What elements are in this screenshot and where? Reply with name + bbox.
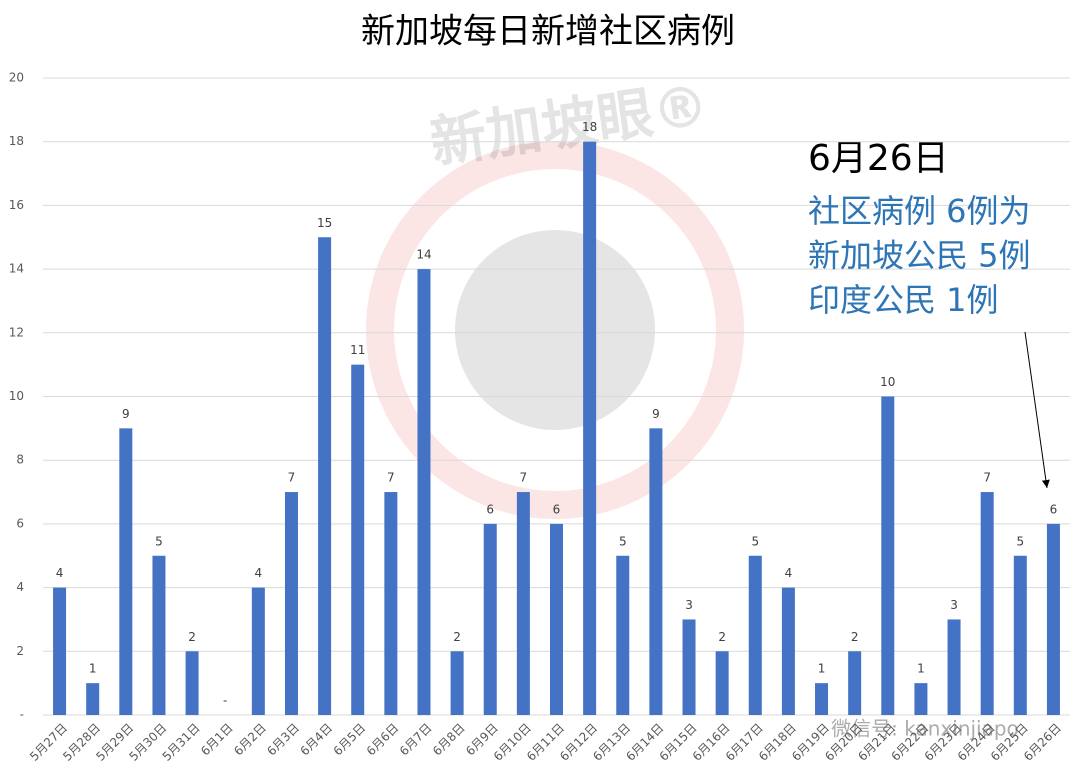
watermark-ring [366,141,744,519]
annotation-line: 新加坡公民 5例 [808,237,1031,275]
data-label: 3 [685,598,693,612]
bar [682,619,696,715]
y-tick-label: 10 [9,389,24,403]
data-label: 9 [652,407,660,421]
data-label: 9 [122,407,130,421]
bar [748,555,762,715]
data-label: 7 [983,471,991,485]
bar [914,683,928,715]
x-tick-label: 6月6日 [364,721,402,759]
data-label: 1 [818,662,826,676]
bar [516,492,530,715]
bar [715,651,729,715]
y-tick-label: 2 [16,644,24,658]
annotation-title: 6月26日 [808,138,949,179]
data-label: 4 [56,566,64,580]
annotation-line: 社区病例 6例为 [808,192,1031,230]
bar [450,651,464,715]
bar [848,651,862,715]
bar [815,683,829,715]
data-label: 7 [288,471,296,485]
bar [881,396,895,715]
x-tick-label: 6月8日 [430,721,468,759]
data-label: 2 [453,630,461,644]
data-label: 4 [785,566,793,580]
bar [616,555,630,715]
bar [417,269,431,715]
y-tick-label: - [20,708,24,722]
y-tick-label: 18 [9,134,24,148]
y-tick-label: 20 [9,71,24,85]
data-label: 5 [619,534,627,548]
data-label: 1 [917,662,925,676]
bar [384,492,398,715]
data-label: 14 [416,248,431,262]
bar [284,492,298,715]
x-tick-label: 6月2日 [231,721,269,759]
data-label: - [223,694,227,708]
data-label: 11 [350,343,365,357]
x-tick-label: 6月7日 [397,721,435,759]
watermark-wechat: 微信号: kanxinjiapo [831,717,1019,741]
data-label: 7 [520,471,528,485]
bar [53,587,67,715]
data-label: 6 [553,502,561,516]
y-tick-label: 6 [16,516,24,530]
annotation-arrow [1024,331,1050,489]
data-label: 2 [851,630,859,644]
data-label: 1 [89,662,97,676]
bar [185,651,199,715]
data-label: 5 [1016,534,1024,548]
bar [152,555,166,715]
x-tick-label: 6月3日 [264,721,302,759]
data-label: 15 [317,216,332,230]
data-label: 2 [718,630,726,644]
annotation-line: 印度公民 1例 [808,281,999,319]
bar [781,587,795,715]
watermark-logo [366,141,744,519]
data-label: 5 [155,534,163,548]
y-tick-label: 16 [9,198,24,212]
bar [649,428,663,715]
data-label: 2 [188,630,196,644]
y-tick-label: 14 [9,262,24,276]
x-tick-label: 6月4日 [298,721,336,759]
data-label: 3 [950,598,958,612]
data-label: 4 [255,566,263,580]
x-tick-label: 6月1日 [198,721,236,759]
watermark-disc [455,230,655,430]
data-label: 6 [486,502,494,516]
data-label: 10 [880,375,895,389]
bar [86,683,100,715]
bar [550,523,563,715]
data-label: 7 [387,471,395,485]
x-tick-label: 6月5日 [331,721,369,759]
data-label: 6 [1050,502,1058,516]
chart-title: 新加坡每日新增社区病例 [361,12,735,52]
bar [1013,555,1027,715]
y-tick-label: 8 [16,453,24,467]
bar [1046,523,1060,715]
bar [119,428,133,715]
bar [351,364,365,715]
data-label: 5 [751,534,759,548]
bar [947,619,961,715]
y-tick-label: 12 [9,325,24,339]
y-tick-label: 4 [16,580,24,594]
data-label: 18 [582,120,597,134]
bar [251,587,265,715]
bar [318,237,332,715]
bar [583,141,597,715]
bar [483,523,497,715]
bar [980,492,994,715]
